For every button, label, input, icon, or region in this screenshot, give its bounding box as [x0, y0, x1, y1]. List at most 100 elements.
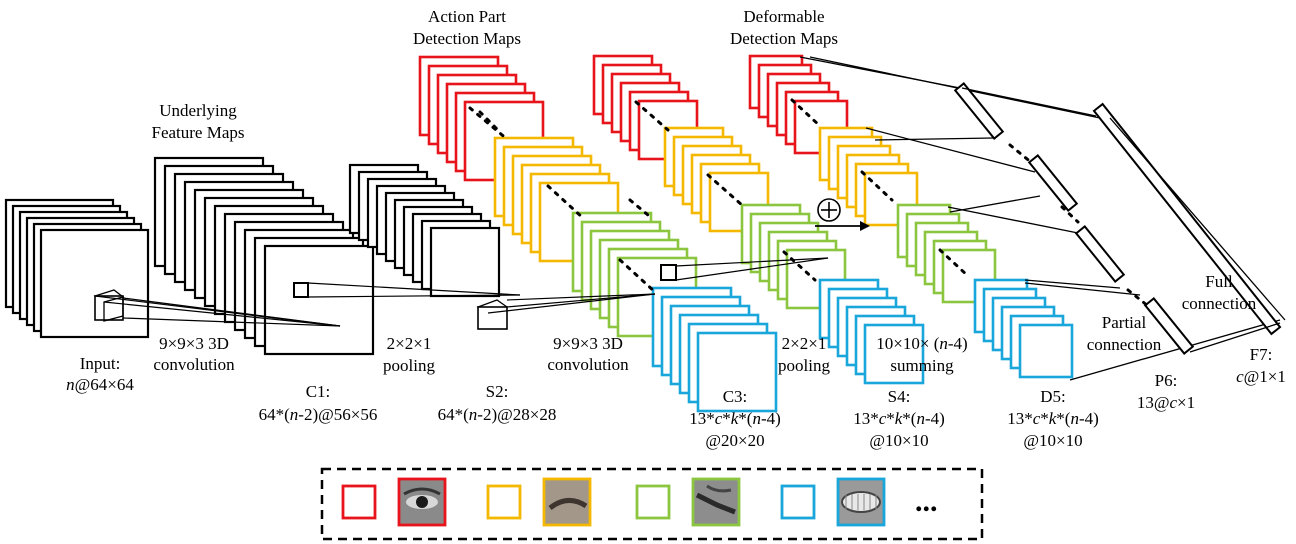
label-fragment: connection: [1087, 335, 1162, 354]
operations-sum-line2: summing: [890, 356, 954, 375]
d5-blue-stack: [973, 278, 1074, 379]
p6-bar-green: [1074, 225, 1126, 283]
layers-d5-line1: D5:: [1040, 387, 1066, 406]
layers-s2-line1: S2:: [486, 382, 509, 401]
p6-bar-green-rect: [1074, 225, 1126, 283]
headings-action-line2: Detection Maps: [413, 29, 521, 48]
layers-c1-line2: 64*(n-2)@56×56: [259, 405, 378, 424]
label-fragment: -4): [948, 334, 968, 353]
legend-swatch-yellow: [486, 484, 522, 520]
s4-blue-stack: [818, 278, 925, 385]
s4-blue-stack-map: [863, 323, 925, 385]
label-fragment: *(: [1056, 409, 1071, 428]
label-fragment: 9×9×3 3D: [553, 334, 623, 353]
legend-swatch-blue: [780, 484, 816, 520]
legend-swatch-red: [341, 484, 377, 520]
thumbnail-teeth: [841, 491, 881, 513]
c1-stack: [153, 156, 375, 356]
action-blue-stack-map: [696, 331, 778, 413]
d5-green-stack-map: [941, 248, 997, 304]
dotted-ellipsis-line: [468, 106, 510, 142]
label-fragment: Action Part: [428, 7, 506, 26]
legend-item-eye-corner: [635, 477, 741, 527]
label-fragment: Detection Maps: [730, 29, 838, 48]
headings-action-line1: Action Part: [428, 7, 506, 26]
label-fragment: F7:: [1250, 345, 1273, 364]
sum-arrow-head: [860, 221, 870, 231]
layers-c3-line3: @20×20: [705, 431, 764, 450]
dotted-ellipsis-line: [546, 184, 585, 220]
dotted-ellipsis-line: [782, 250, 817, 282]
layers-s4-line1: S4:: [888, 387, 911, 406]
headings-underlying-line2: Feature Maps: [151, 123, 244, 142]
label-fragment: *(: [902, 409, 917, 428]
s2-stack-map: [429, 226, 501, 298]
legend-ellipsis: ...: [915, 485, 938, 518]
connection-line: [949, 195, 1041, 213]
operations-conv1-line1: 9×9×3 3D: [159, 334, 229, 353]
connection-line: [307, 282, 521, 296]
connection-line: [675, 257, 829, 267]
headings-deformable-line1: Deformable: [743, 7, 824, 26]
label-fragment: @20×20: [705, 431, 764, 450]
label-fragment: P6:: [1155, 371, 1178, 390]
label-fragment: connection: [1182, 294, 1257, 313]
legend-swatch-green: [635, 484, 671, 520]
label-fragment: pooling: [778, 356, 830, 375]
f7-bar-rect: [1092, 102, 1282, 336]
layers-s4-line2: 13*c*k*(n-4): [853, 409, 945, 428]
dotted-ellipsis-line: [860, 170, 894, 202]
layers-f7-line2: c@1×1: [1236, 367, 1286, 386]
operations-full-line1: Full: [1205, 272, 1233, 291]
connection-line: [506, 293, 656, 308]
d5-blue-stack-map: [1018, 323, 1074, 379]
label-fragment: 10×10× (: [876, 334, 939, 353]
label-fragment: S2:: [486, 382, 509, 401]
label-fragment: Full: [1205, 272, 1233, 291]
layers-p6-line2: 13@c×1: [1137, 393, 1195, 412]
connection-line: [1024, 279, 1121, 289]
connection-line: [1189, 322, 1281, 353]
connection-line: [506, 293, 656, 301]
legend: ...: [320, 467, 984, 541]
dotted-ellipsis-line: [790, 98, 822, 128]
label-fragment: n: [1070, 409, 1079, 428]
thumbnail-lid: [403, 487, 441, 496]
label-fragment: n: [66, 375, 75, 394]
label-fragment: c: [1236, 367, 1244, 386]
thumbnail-pupil: [416, 496, 428, 508]
thumbnail-crease: [706, 484, 732, 493]
layers-c3-line1: C3:: [723, 387, 748, 406]
legend-thumbnail-eye: [397, 477, 447, 527]
label-fragment: Partial: [1102, 313, 1147, 332]
operations-pool1-line2: pooling: [383, 356, 435, 375]
label-fragment: -4): [761, 409, 781, 428]
cube1-front: [94, 295, 124, 321]
layers-input-line1: Input:: [80, 354, 121, 373]
layers-s2-line2: 64*(n-2)@28×28: [438, 405, 557, 424]
label-fragment: 64*(: [438, 405, 470, 424]
dotted-ellipsis-line: [618, 258, 657, 294]
input-stack: [4, 198, 150, 339]
dotted-ellipsis-line: [634, 100, 670, 132]
label-fragment: C1:: [306, 382, 331, 401]
connection-line: [1069, 319, 1281, 381]
operations-conv2-line2: convolution: [547, 355, 629, 374]
c1-stack-map: [263, 244, 375, 356]
s4-green-stack: [740, 203, 847, 310]
cube2-front: [477, 306, 508, 330]
p6-bar-blue: [1143, 297, 1195, 355]
connection-line: [947, 206, 1079, 234]
label-fragment: C3:: [723, 387, 748, 406]
p6-bar-yellow-rect: [1027, 154, 1079, 212]
connection-lines: [93, 56, 1286, 381]
c3-small-square: [660, 264, 677, 281]
p6-bar-blue-rect: [1143, 297, 1195, 355]
operations-pool2-line2: pooling: [778, 356, 830, 375]
label-fragment: @1×1: [1244, 367, 1286, 386]
label-fragment: -2)@28×28: [477, 405, 556, 424]
label-fragment: 13*: [689, 409, 715, 428]
layers-c1-line1: C1:: [306, 382, 331, 401]
legend-item-mouth: [780, 477, 886, 527]
